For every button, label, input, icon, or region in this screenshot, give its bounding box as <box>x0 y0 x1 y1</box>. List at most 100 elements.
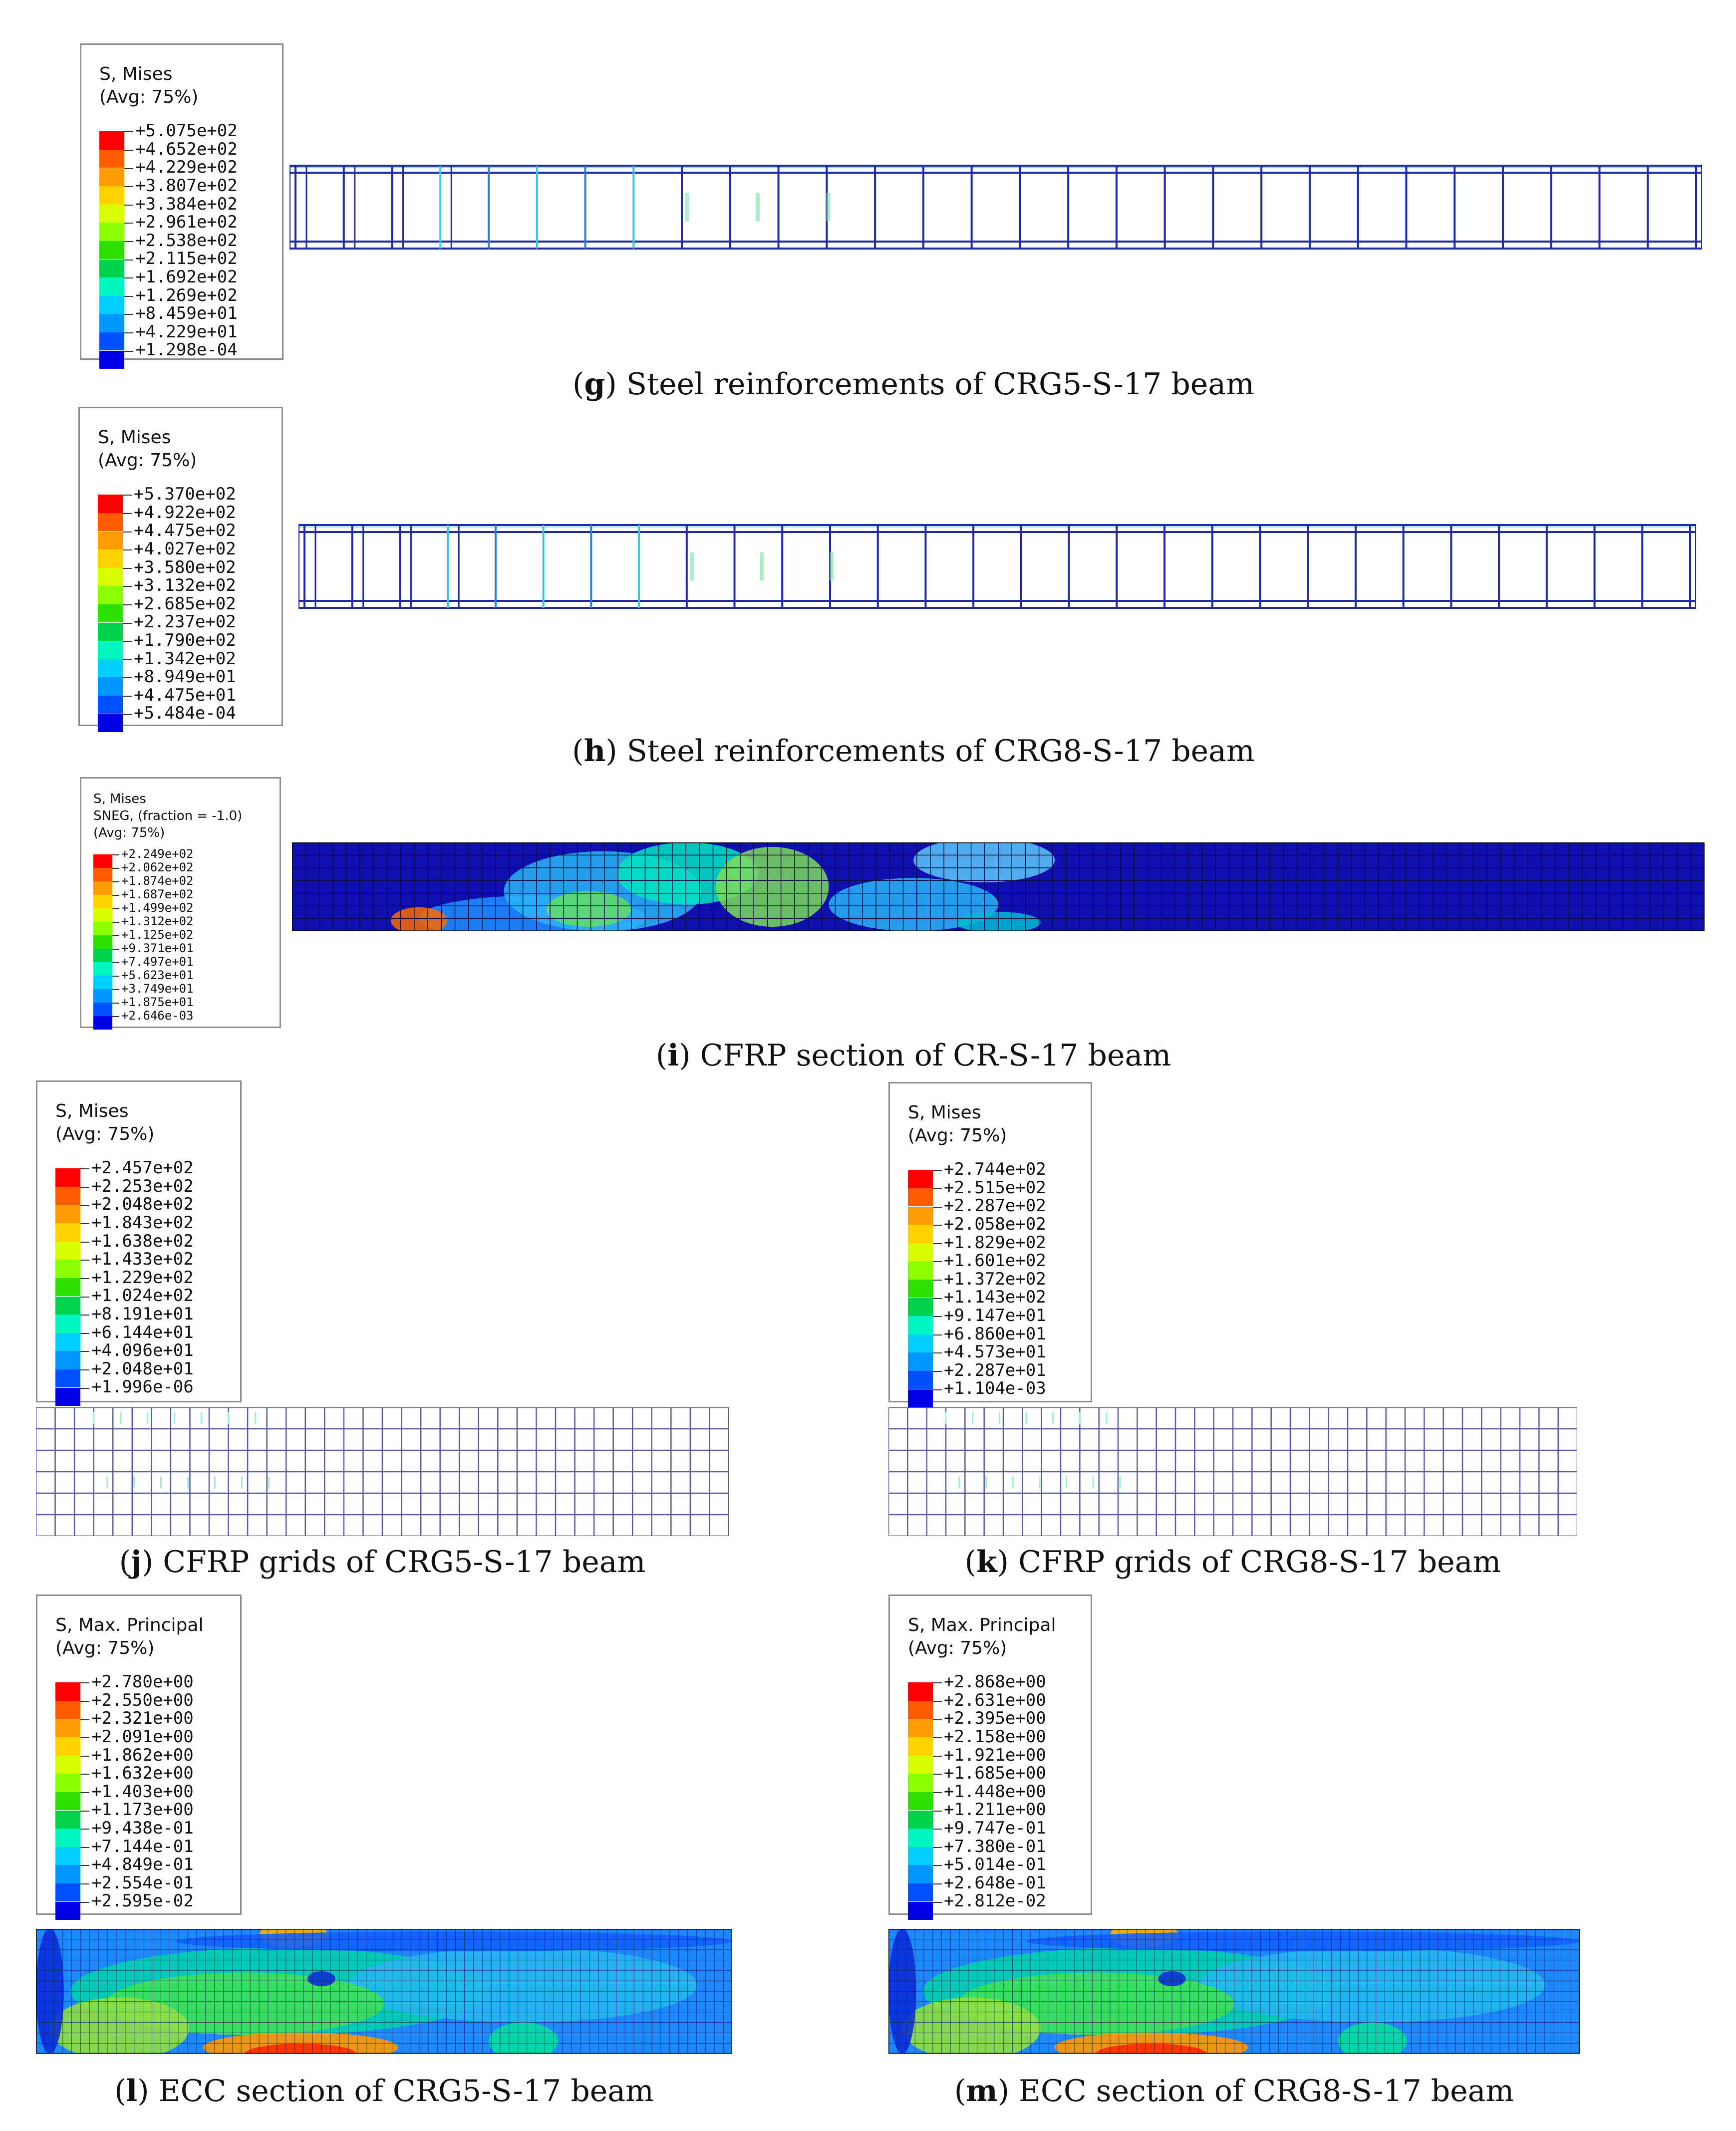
legend-value-label: +2.115e+02 <box>135 249 238 269</box>
cfrp-section-contour-i <box>292 842 1705 931</box>
stress-region <box>349 1947 698 2023</box>
legend-swatch <box>99 295 124 314</box>
legend-value-label: +5.370e+02 <box>134 484 236 505</box>
legend-tick <box>933 1700 942 1702</box>
caption-letter: g <box>584 367 605 402</box>
legend-tick <box>933 1334 942 1335</box>
legend-value-label: +1.104e-03 <box>944 1378 1046 1399</box>
legend-tick <box>80 1168 89 1170</box>
legend-tick <box>123 567 132 569</box>
legend-tick <box>123 513 132 514</box>
legend-swatch <box>55 1205 80 1224</box>
legend-swatch <box>908 1389 933 1408</box>
legend-value-label: +4.027e+02 <box>134 539 236 559</box>
legend-swatch <box>98 659 123 678</box>
legend-tick <box>124 241 133 242</box>
cfrp-grid-mesh-j <box>36 1407 729 1536</box>
legend-value-label: +4.849e-01 <box>91 1855 194 1875</box>
legend-swatch <box>908 1865 933 1883</box>
legend-swatch <box>99 131 124 150</box>
legend-value-label: +2.646e-03 <box>121 1008 194 1023</box>
legend-swatch <box>908 1737 933 1756</box>
legend-swatch <box>908 1774 933 1792</box>
legend-value-label: +2.744e+02 <box>944 1159 1046 1180</box>
ecc-section-contour-m <box>888 1929 1580 2054</box>
legend-tick <box>124 259 133 261</box>
legend-swatch <box>99 259 124 278</box>
ecc-section-contour-l <box>36 1929 732 2054</box>
legend-value-label: +1.632e+00 <box>91 1763 194 1784</box>
legend-tick <box>933 1316 942 1318</box>
stress-region <box>1199 1947 1545 2023</box>
legend-value-label: +7.144e-01 <box>91 1836 194 1857</box>
legend-l: S, Max. Principal (Avg: 75%) +2.780e+00 +… <box>36 1595 242 1920</box>
legend-tick <box>933 1389 942 1390</box>
legend-value-label: +1.403e+00 <box>91 1781 194 1802</box>
legend-value-label: +1.499e+02 <box>121 900 194 915</box>
steel-reinforcement-cage-g <box>289 165 1702 250</box>
legend-value-label: +4.475e+01 <box>134 685 236 705</box>
caption-text: ECC section of CRG5-S-17 beam <box>158 2074 654 2109</box>
legend-title-line: (Avg: 75%) <box>908 1638 1007 1658</box>
legend-title-line: (Avg: 75%) <box>908 1125 1007 1146</box>
legend-tick <box>80 1682 89 1684</box>
legend-title-line: S, Max. Principal <box>55 1615 204 1635</box>
legend-tick <box>80 1205 89 1206</box>
legend-tick <box>933 1901 942 1903</box>
stress-region <box>49 1997 189 2054</box>
legend-swatch <box>55 1883 80 1902</box>
caption-letter: l <box>126 2074 138 2109</box>
legend-tick <box>123 659 132 660</box>
legend-tick <box>933 1188 942 1189</box>
caption-text: CFRP grids of CRG8-S-17 beam <box>1018 1545 1501 1580</box>
stress-highlight <box>685 193 689 222</box>
legend-tick <box>112 975 119 977</box>
legend-swatch <box>55 1241 80 1260</box>
legend-tick <box>933 1865 942 1866</box>
legend-value-label: +6.144e+01 <box>91 1322 194 1342</box>
legend-tick <box>112 962 119 963</box>
stress-region <box>245 2044 356 2054</box>
legend-swatch <box>908 1810 933 1829</box>
legend-swatch <box>99 168 124 187</box>
legend-tick <box>112 854 119 855</box>
caption-letter: i <box>667 1038 679 1073</box>
legend-tick <box>124 277 133 279</box>
legend-swatch <box>98 513 123 532</box>
legend-tick <box>80 1315 89 1316</box>
legend-value-label: +2.048e+02 <box>91 1194 194 1215</box>
legend-swatch <box>908 1755 933 1774</box>
legend-value-label: +2.631e+00 <box>944 1690 1046 1710</box>
legend-swatch <box>98 604 123 623</box>
stress-region <box>1096 2044 1207 2054</box>
caption-h: (h) Steel reinforcements of CRG8-S-17 be… <box>572 734 1255 769</box>
stress-region <box>175 1931 732 1951</box>
legend-value-label: +1.298e-04 <box>135 340 238 360</box>
legend-swatch <box>908 1334 933 1353</box>
legend-value-label: +1.829e+02 <box>944 1232 1046 1253</box>
legend-swatch <box>55 1682 80 1701</box>
legend-tick <box>80 1369 89 1370</box>
legend-value-label: +1.372e+02 <box>944 1269 1046 1289</box>
legend-value-label: +2.554e-01 <box>91 1872 194 1893</box>
legend-tick <box>80 1700 89 1702</box>
legend-value-label: +1.125e+02 <box>121 927 194 942</box>
legend-value-label: +9.747e-01 <box>944 1818 1046 1839</box>
legend-title-line: (Avg: 75%) <box>55 1638 155 1658</box>
legend-value-label: +1.862e+00 <box>91 1745 194 1765</box>
legend-swatch <box>55 1792 80 1811</box>
legend-tick <box>80 1278 89 1279</box>
legend-value-label: +2.812e-02 <box>944 1891 1046 1911</box>
legend-tick <box>80 1332 89 1334</box>
legend-tick <box>112 894 119 896</box>
legend-value-label: +2.249e+02 <box>121 846 194 861</box>
legend-swatch <box>908 1719 933 1738</box>
legend-swatch <box>55 1168 80 1187</box>
legend-value-label: +2.457e+02 <box>91 1158 194 1178</box>
legend-tick <box>80 1792 89 1793</box>
stress-highlight <box>826 193 831 222</box>
legend-tick <box>124 204 133 206</box>
legend-swatch <box>908 1298 933 1317</box>
legend-value-label: +1.433e+02 <box>91 1249 194 1270</box>
stress-region <box>546 891 631 927</box>
